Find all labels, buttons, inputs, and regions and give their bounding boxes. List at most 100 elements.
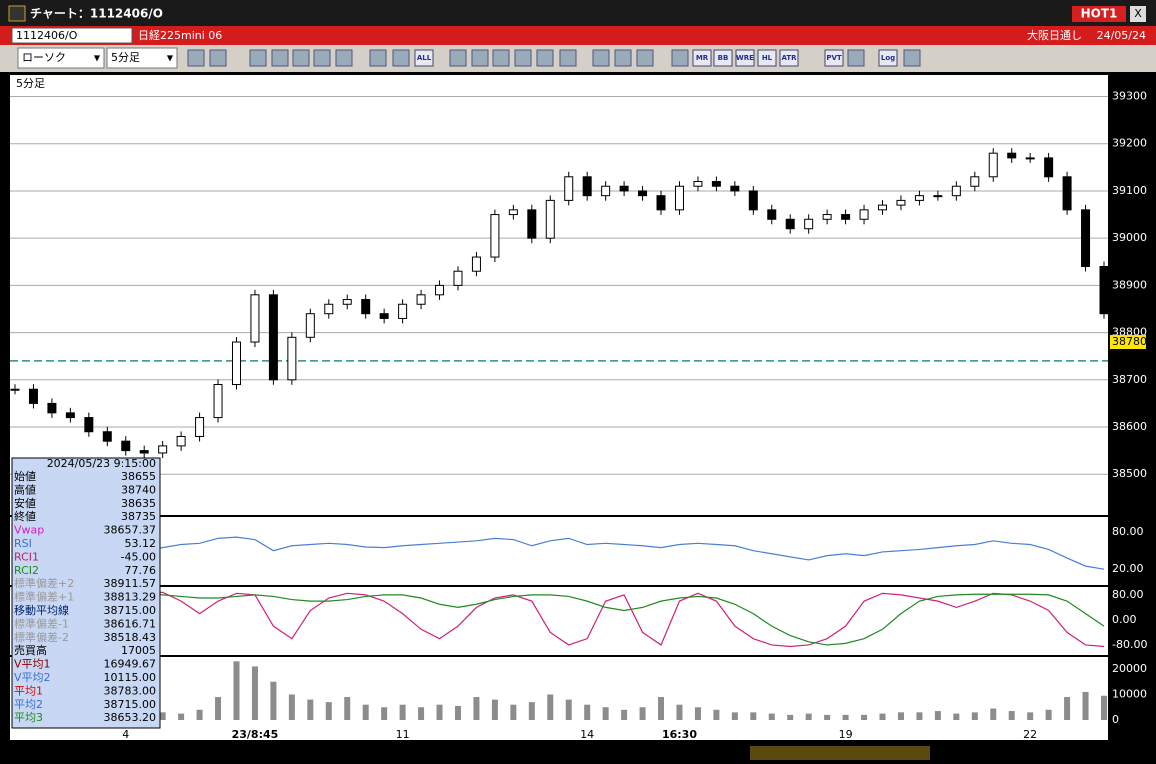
tool-icon[interactable] [313,49,331,67]
tool-button-label[interactable]: MR [696,54,709,62]
x-tick-label: 16:30 [662,728,697,741]
volume-bar [971,712,978,720]
tool-button-label[interactable]: WRE [736,54,754,62]
volume-bar [713,709,720,720]
candle [564,176,574,201]
candle [1025,157,1035,160]
tool-icon[interactable] [209,49,227,67]
tool-icon[interactable] [187,49,205,67]
tool-button[interactable] [713,49,733,67]
indicator-line [14,592,1105,646]
candle [859,209,869,220]
candle [10,388,20,391]
candle [951,185,961,197]
info-box: 2024/05/23 9:15:00 始値 38655 高値 38740 安値 38635 終… [11,457,161,729]
info-label: 移動平均線 [14,603,69,617]
candle [1044,157,1054,178]
hot-badge-bg[interactable] [1072,6,1126,22]
tool-icon[interactable] [514,49,532,67]
style-select[interactable] [17,47,105,69]
info-value: 17005 [121,644,156,657]
tool-button[interactable] [878,49,898,67]
tool-icon[interactable] [392,49,410,67]
interval-select[interactable] [106,47,178,69]
info-label: 平均2 [14,698,43,711]
volume-bar [473,697,480,720]
volume-bar [436,704,443,720]
volume-bar [307,699,314,720]
volume-bar [639,707,646,720]
info-label: V平均2 [14,671,51,684]
tool-icon[interactable] [292,49,310,67]
tool-icon[interactable] [249,49,267,67]
tool-button-label[interactable]: PVT [826,54,842,62]
volume-bar [897,712,904,720]
tool-icon[interactable] [335,49,353,67]
tool-icon[interactable] [614,49,632,67]
candle [139,450,149,454]
scrollbar[interactable] [750,746,930,760]
tool-icon[interactable] [449,49,467,67]
tool-button[interactable] [779,49,799,67]
info-label: V平均1 [14,658,51,671]
tool-icon[interactable] [847,49,865,67]
candle [767,209,777,220]
candle [748,190,758,211]
volume-bar [805,713,812,720]
y-tick-label: 38700 [1112,373,1147,386]
tool-button[interactable] [414,49,434,67]
volume-bar [325,702,332,720]
candle [988,152,998,178]
candle [102,431,112,442]
volume-bar [510,704,517,720]
tool-icon[interactable] [592,49,610,67]
tool-icon[interactable] [271,49,289,67]
info-value: 38635 [121,497,156,510]
symbol-box[interactable] [11,27,133,44]
tool-icon[interactable] [903,49,921,67]
tool-button-label[interactable]: BB [718,54,729,62]
volume-bar [233,661,240,720]
candle [638,190,648,197]
tool-icon[interactable] [492,49,510,67]
volume-bar [694,707,701,720]
volume-bar [916,712,923,720]
tool-button[interactable] [824,49,844,67]
tool-icon[interactable] [671,49,689,67]
y-tick-label: 39000 [1112,231,1147,244]
candle [342,299,352,305]
tool-button[interactable] [757,49,777,67]
candle [1007,152,1017,159]
y-tick-label: 80.00 [1112,525,1144,538]
close-button[interactable]: X [1134,7,1142,20]
close-button-bg[interactable] [1130,6,1146,22]
volume-bar [215,697,222,720]
tool-icon[interactable] [369,49,387,67]
tool-icon[interactable] [536,49,554,67]
chart-style[interactable]: ローソク [22,51,66,64]
volume-bar [270,681,277,720]
hot-badge[interactable]: HOT1 [1081,7,1118,21]
y-tick-label: 39100 [1112,184,1147,197]
y-tick-label: 80.00 [1112,588,1144,601]
volume-bar [1082,691,1089,720]
tool-button[interactable] [735,49,755,67]
interval[interactable]: 5分足 [111,51,140,64]
info-label: 安値 [14,496,36,510]
tool-button-label[interactable]: HL [762,54,773,62]
tool-button-label[interactable]: Log [881,54,895,62]
volume-bar [621,709,628,720]
tool-button-label[interactable]: ALL [417,54,432,62]
dropdown-arrow[interactable]: ▼ [167,54,174,63]
volume-bar [381,707,388,720]
tool-button[interactable] [692,49,712,67]
tool-icon[interactable] [636,49,654,67]
info-label: 売買高 [14,643,47,657]
symbol[interactable]: 1112406/O [16,29,78,42]
tool-icon[interactable] [559,49,577,67]
info-value: 38813.29 [104,591,157,604]
dropdown-arrow[interactable]: ▼ [94,54,101,63]
tool-button-label[interactable]: ATR [781,54,797,62]
tool-icon[interactable] [471,49,489,67]
